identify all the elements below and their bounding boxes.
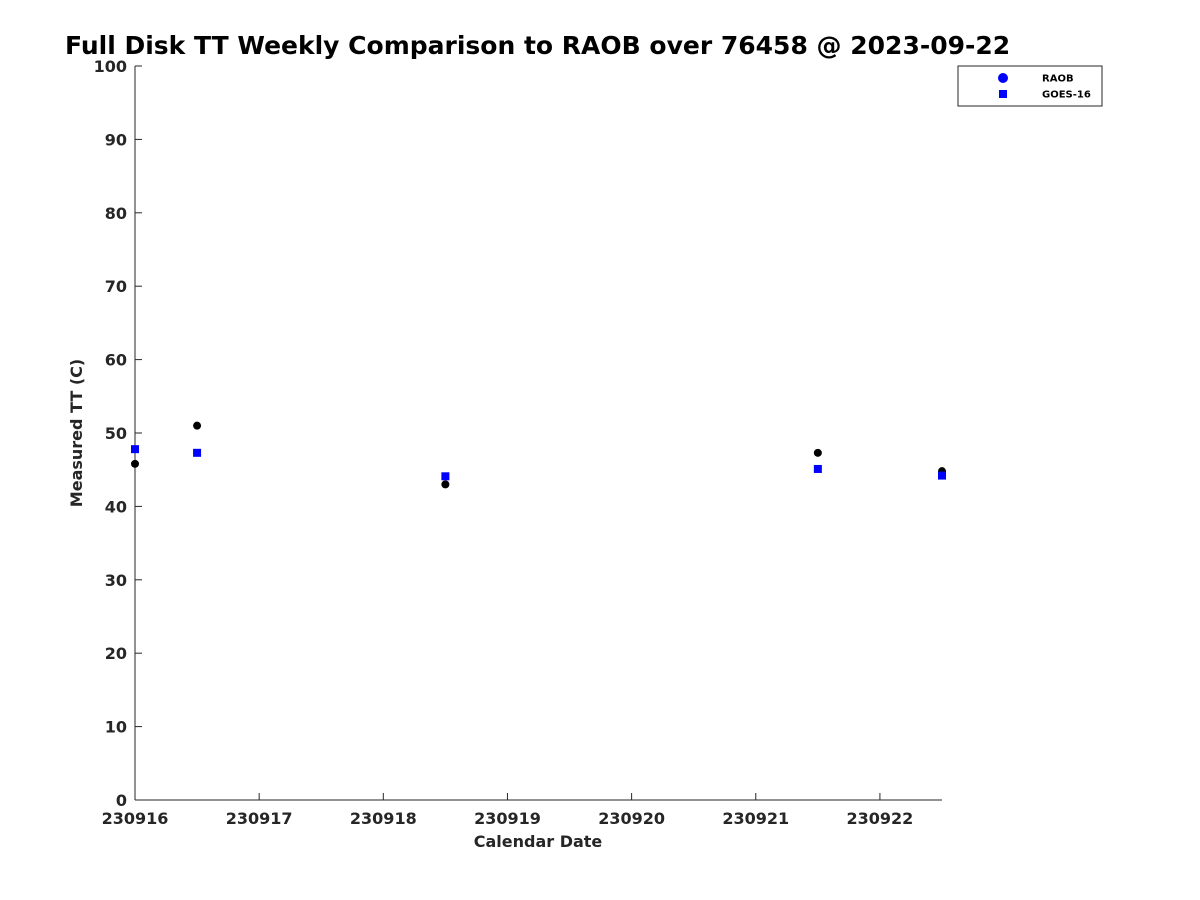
y-tick-label: 90: [105, 130, 127, 149]
raob-point: [813, 448, 822, 457]
goes16-point: [193, 448, 202, 457]
goes16-point: [441, 472, 450, 481]
y-tick-label: 20: [105, 644, 127, 663]
x-axis-ticks: 230916 230917 230918 230919 230920 230921 2309…: [102, 793, 914, 828]
legend: RAOB GOES-16: [957, 65, 1103, 107]
y-tick-label: 40: [105, 497, 127, 516]
data-points: [131, 421, 946, 489]
plot-axes: [134, 66, 942, 801]
y-tick-label: 100: [94, 57, 127, 76]
raob-point: [441, 480, 450, 489]
legend-marker-raob: [998, 73, 1008, 83]
chart-title: Full Disk TT Weekly Comparison to RAOB o…: [65, 31, 1010, 60]
x-tick-label: 230916: [102, 809, 169, 828]
goes16-point: [813, 464, 822, 473]
legend-marker-goes16: [999, 90, 1007, 98]
goes16-point: [938, 471, 946, 480]
y-tick-label: 70: [105, 277, 127, 296]
x-tick-label: 230918: [350, 809, 417, 828]
x-tick-label: 230917: [226, 809, 293, 828]
legend-label-goes16: GOES-16: [1042, 90, 1091, 101]
y-axis-ticks: 0 10 20 30 40 50 60 70 80 90 100: [94, 57, 142, 810]
legend-label-raob: RAOB: [1042, 74, 1074, 85]
y-tick-label: 30: [105, 571, 127, 590]
y-tick-label: 0: [116, 791, 127, 810]
y-axis-label: Measured TT (C): [67, 359, 86, 507]
legend-box: [957, 65, 1103, 107]
goes16-point: [131, 445, 139, 454]
raob-point: [131, 459, 139, 468]
y-tick-label: 10: [105, 718, 127, 737]
x-tick-label: 230919: [474, 809, 541, 828]
x-tick-label: 230921: [722, 809, 789, 828]
y-tick-label: 80: [105, 204, 127, 223]
y-tick-label: 50: [105, 424, 127, 443]
raob-point: [193, 421, 202, 430]
y-tick-label: 60: [105, 351, 127, 370]
x-tick-label: 230920: [598, 809, 665, 828]
x-tick-label: 230922: [847, 809, 914, 828]
x-axis-label: Calendar Date: [474, 832, 603, 851]
